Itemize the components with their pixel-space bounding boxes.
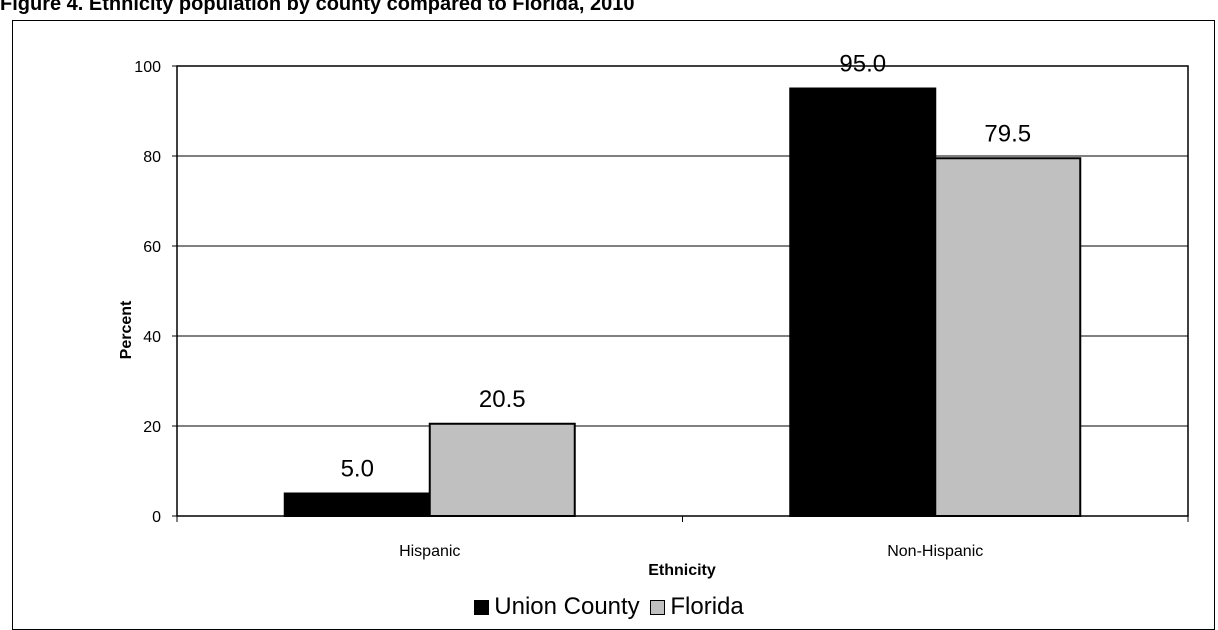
bar [934,157,1082,517]
bar [789,87,937,517]
y-tick-label: 80 [143,149,161,166]
legend-item-florida: Florida [650,593,744,621]
legend: Union County Florida [0,593,1218,622]
legend-label-florida: Florida [670,593,744,620]
data-label: 5.0 [341,456,374,483]
y-tick-label: 40 [143,329,161,346]
x-tick-label: Non-Hispanic [887,543,983,560]
x-tick-label: Hispanic [399,543,460,560]
bar [283,492,431,517]
y-tick-label: 0 [152,509,161,526]
y-tick-label: 100 [134,59,161,76]
legend-swatch-union-county [474,599,490,615]
data-label: 79.5 [984,120,1031,147]
data-label: 20.5 [479,386,526,413]
data-label: 95.0 [839,51,886,78]
legend-swatch-florida [650,599,666,615]
y-axis-label: Percent [118,300,135,359]
x-axis-label: Ethnicity [648,562,716,579]
figure-caption: Figure 4. Ethnicity population by county… [0,0,635,15]
bar [428,422,576,517]
legend-label-union-county: Union County [494,593,640,620]
legend-item-union-county: Union County [474,593,640,621]
y-tick-label: 20 [143,419,161,436]
y-tick-label: 60 [143,239,161,256]
